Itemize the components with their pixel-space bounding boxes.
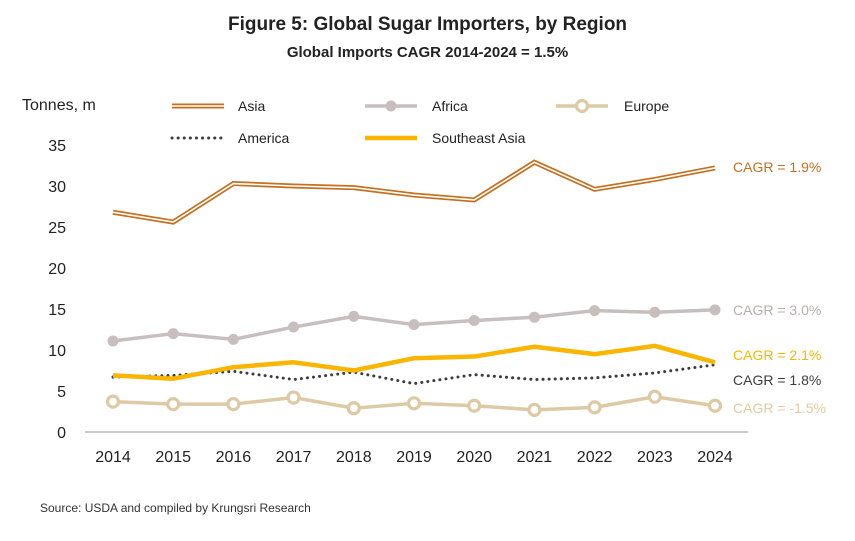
y-tick-label: 30	[48, 179, 66, 196]
cagr-annotation: CAGR = 1.9%	[733, 159, 821, 175]
legend-label: Europe	[624, 98, 669, 114]
africa-point	[348, 310, 360, 322]
series-southeast-asia	[112, 343, 716, 381]
x-tick-label: 2014	[95, 449, 131, 466]
y-tick-label: 0	[57, 425, 66, 442]
x-tick-label: 2015	[155, 449, 191, 466]
legend-label: America	[238, 130, 290, 146]
legend-item-asia: Asia	[172, 98, 265, 114]
y-tick-label: 20	[48, 261, 66, 278]
europe-point	[406, 396, 422, 411]
europe-point	[574, 98, 590, 114]
europe-point	[647, 389, 662, 404]
legend-label: Southeast Asia	[432, 130, 526, 146]
legend-item-america: America	[170, 130, 290, 146]
x-tick-label: 2017	[276, 449, 312, 466]
cagr-annotation: CAGR = 1.8%	[733, 372, 821, 388]
asia-line-outer	[112, 159, 716, 225]
y-axis-label: Tonnes, m	[22, 97, 96, 114]
africa-point	[385, 100, 397, 112]
y-tick-label: 25	[48, 220, 66, 237]
africa-point	[468, 314, 480, 326]
series-america	[111, 363, 717, 386]
europe-point	[587, 400, 602, 415]
legend-label: Africa	[432, 98, 468, 114]
x-tick-label: 2020	[456, 449, 492, 466]
x-tick-label: 2018	[336, 449, 372, 466]
europe-point	[346, 401, 361, 416]
europe-point	[166, 397, 181, 412]
chart-subtitle: Global Imports CAGR 2014-2024 = 1.5%	[286, 44, 569, 61]
y-tick-label: 35	[48, 138, 66, 155]
europe-point	[226, 397, 241, 412]
cagr-annotation: CAGR = 2.1%	[733, 347, 821, 363]
america-line	[111, 363, 717, 386]
source-note: Source: USDA and compiled by Krungsri Re…	[40, 501, 311, 515]
cagr-annotation: CAGR = 3.0%	[733, 302, 821, 318]
africa-point	[709, 304, 721, 316]
africa-point	[589, 305, 601, 317]
series-africa	[107, 304, 721, 347]
africa-point	[528, 311, 540, 323]
y-tick-label: 15	[48, 302, 66, 319]
europe-point	[286, 390, 301, 405]
x-tick-label: 2024	[697, 449, 733, 466]
x-tick-label: 2019	[396, 449, 432, 466]
legend-label: Asia	[238, 98, 265, 114]
africa-point	[107, 335, 119, 347]
legend-item-southeast-asia: Southeast Asia	[365, 130, 526, 146]
chart-title: Figure 5: Global Sugar Importers, by Reg…	[227, 14, 628, 35]
x-tick-label: 2021	[517, 449, 553, 466]
legend-item-africa: Africa	[365, 98, 468, 114]
x-tick-label: 2022	[577, 449, 613, 466]
legend-item-europe: Europe	[556, 98, 669, 114]
y-tick-label: 5	[57, 384, 66, 401]
africa-point	[408, 319, 420, 331]
europe-point	[707, 398, 723, 413]
europe-point	[527, 402, 542, 417]
x-tick-label: 2023	[637, 449, 673, 466]
africa-point	[288, 321, 300, 333]
y-tick-label: 10	[48, 343, 66, 360]
europe-point	[467, 398, 482, 413]
africa-point	[649, 306, 661, 318]
series-europe	[105, 389, 723, 417]
asia-line-inner	[112, 161, 716, 223]
europe-point	[105, 394, 121, 409]
africa-point	[167, 328, 179, 340]
africa-point	[227, 333, 239, 345]
southeast-asia-line	[112, 343, 716, 381]
cagr-annotation: CAGR = -1.5%	[733, 400, 826, 416]
series-asia	[112, 159, 716, 225]
x-tick-label: 2016	[216, 449, 252, 466]
